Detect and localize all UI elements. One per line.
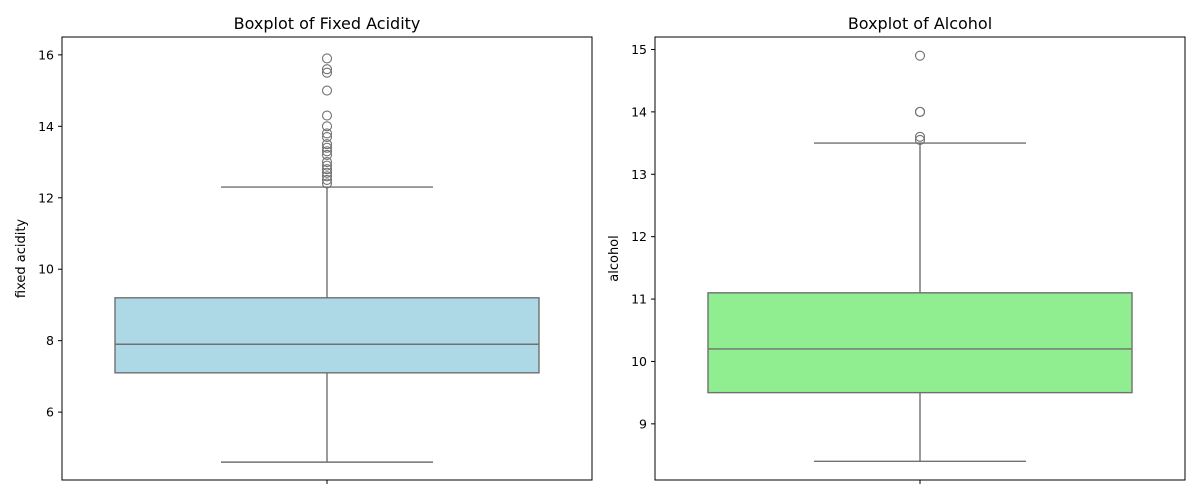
chart-fixed-acidity: Boxplot of Fixed Acidity fixed acidity 6 8 1… <box>14 14 593 484</box>
outlier-point <box>321 167 333 178</box>
y-tick-label: 8 <box>46 333 54 348</box>
outlier-point <box>321 146 333 157</box>
y-tick-label: 11 <box>631 292 647 307</box>
outlier-point <box>321 139 333 150</box>
outlier-point <box>321 131 333 143</box>
outlier-point <box>321 142 333 153</box>
iqr-box <box>707 292 1133 394</box>
outlier-point <box>321 53 333 64</box>
y-tick-label: 14 <box>631 104 647 119</box>
y-axis-label: alcohol <box>607 235 622 281</box>
outlier-point <box>321 160 333 171</box>
outlier-point <box>321 121 333 132</box>
y-tick-label: 13 <box>631 167 647 182</box>
outlier-point <box>321 67 333 78</box>
chart-alcohol: Boxplot of Alcohol alcohol 9 10 11 12 13 14 15 <box>607 14 1186 484</box>
outlier-point <box>321 178 333 189</box>
outlier-point <box>914 131 926 142</box>
y-tick-label: 10 <box>631 354 647 369</box>
plot-frame <box>61 36 593 481</box>
chart-title: Boxplot of Fixed Acidity <box>234 14 421 33</box>
outlier-point <box>914 106 926 117</box>
y-tick-label: 16 <box>38 47 54 62</box>
outlier-point <box>321 156 333 168</box>
y-tick-label: 10 <box>38 262 54 277</box>
iqr-box <box>114 297 540 374</box>
y-tick-label: 15 <box>631 42 647 57</box>
chart-title: Boxplot of Alcohol <box>848 14 992 33</box>
outlier-point <box>321 128 333 139</box>
outlier-point <box>321 171 333 182</box>
outlier-point <box>321 174 333 185</box>
outlier-point <box>321 110 333 121</box>
y-tick-label: 9 <box>639 416 647 431</box>
outlier-point <box>321 149 333 160</box>
y-tick-label: 12 <box>631 229 647 244</box>
outlier-point <box>914 134 926 146</box>
outlier-point <box>914 50 926 61</box>
outlier-point <box>321 85 333 96</box>
outlier-point <box>321 64 333 75</box>
outlier-point <box>321 164 333 175</box>
y-tick-label: 6 <box>46 405 54 420</box>
y-tick-label: 14 <box>38 119 54 134</box>
plot-frame <box>654 36 1186 481</box>
y-axis-label: fixed acidity <box>14 219 29 299</box>
y-tick-label: 12 <box>38 190 54 205</box>
